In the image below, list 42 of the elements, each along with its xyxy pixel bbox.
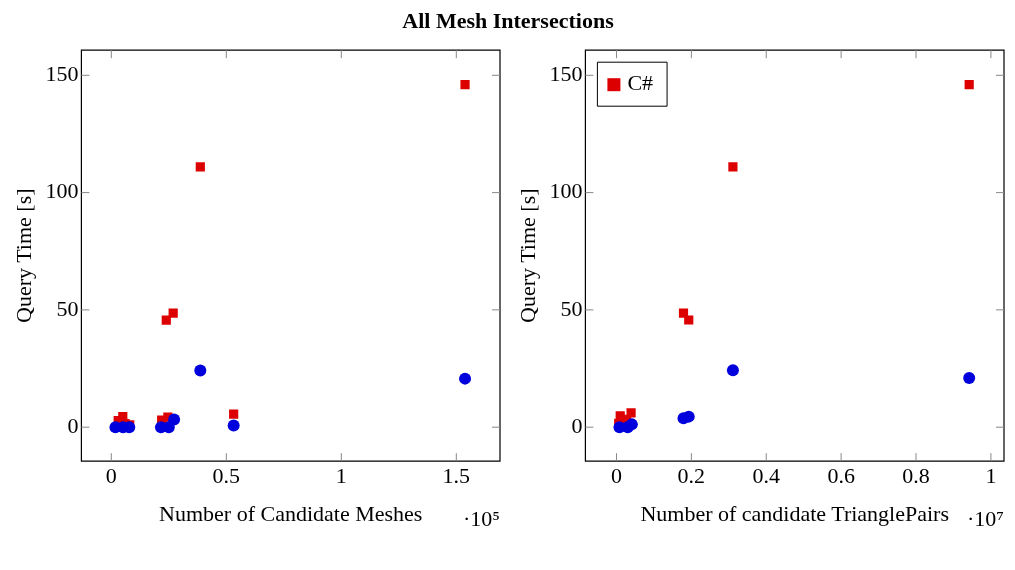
- y-tick-label: 150: [45, 61, 79, 87]
- chart-title: All Mesh Intersections: [401, 8, 615, 34]
- x-tick-label: 1: [335, 463, 347, 489]
- point: [168, 308, 178, 318]
- y-tick-label: 0: [67, 412, 79, 438]
- point: [161, 315, 171, 325]
- y-tick-label: 150: [549, 61, 583, 87]
- point: [195, 162, 205, 172]
- point: [728, 162, 738, 172]
- point: [459, 372, 472, 385]
- point: [963, 371, 976, 384]
- x-tick-label: 0.5: [212, 463, 241, 489]
- x-tick-label: 0.2: [677, 463, 706, 489]
- y-tick-label: 100: [45, 178, 79, 204]
- y-axis-title: Query Time [s]: [10, 188, 36, 323]
- point: [460, 80, 470, 90]
- point: [229, 409, 239, 419]
- point: [194, 364, 207, 377]
- point: [168, 413, 181, 426]
- text: ·10⁵: [463, 505, 500, 531]
- x-tick-label: 1.5: [442, 463, 471, 489]
- x-tick-label: 1: [985, 463, 997, 489]
- y-axis-title: Query Time [s]: [514, 188, 540, 323]
- y-tick-label: 50: [560, 295, 583, 321]
- x-axis-title: Number of candidate TrianglePairs: [640, 500, 949, 526]
- point: [726, 364, 739, 377]
- x-tick-label: 0.4: [752, 463, 780, 489]
- legend-label: C#: [627, 69, 654, 95]
- x-axis-title: Number of Candidate Meshes: [159, 500, 423, 526]
- y-tick-label: 0: [571, 412, 583, 438]
- point: [684, 315, 694, 325]
- point: [625, 418, 638, 431]
- x-tick-label: 0: [610, 463, 622, 489]
- x-tick-label: 0: [105, 463, 117, 489]
- point: [964, 80, 974, 90]
- x-tick-label: 0.6: [827, 463, 855, 489]
- x-tick-label: 0.8: [902, 463, 930, 489]
- y-tick-label: 50: [56, 295, 79, 321]
- text: ·10⁷: [967, 505, 1004, 531]
- point: [626, 408, 636, 418]
- y-tick-label: 100: [549, 178, 583, 204]
- point: [227, 419, 240, 432]
